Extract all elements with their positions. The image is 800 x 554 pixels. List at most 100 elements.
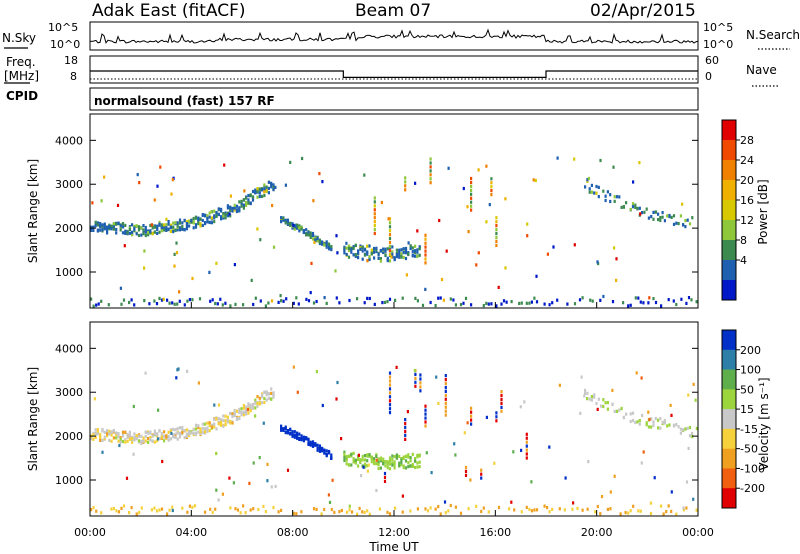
heatmap-cell xyxy=(188,432,191,436)
heatmap-cell xyxy=(101,429,104,433)
heatmap-cell xyxy=(215,488,218,492)
heatmap-cell xyxy=(388,399,392,403)
heatmap-cell xyxy=(525,505,528,509)
colorbar-tick-label: 20 xyxy=(740,174,754,187)
heatmap-cell xyxy=(691,216,694,220)
heatmap-cell xyxy=(140,226,143,230)
heatmap-cell xyxy=(144,230,147,234)
heatmap-cell xyxy=(659,218,662,223)
heatmap-cell xyxy=(363,458,367,462)
colorbar-tick-label: 24 xyxy=(740,154,754,167)
heatmap-cell xyxy=(352,245,355,249)
heatmap-cell xyxy=(418,245,421,249)
heatmap-cell xyxy=(181,426,184,430)
heatmap-cell xyxy=(650,425,653,429)
heatmap-cell xyxy=(373,459,376,463)
heatmap-cell xyxy=(206,220,209,224)
y-tick-label: 4000 xyxy=(55,134,83,147)
heatmap-cell xyxy=(480,468,483,472)
heatmap-cell xyxy=(172,230,175,234)
heatmap-cell xyxy=(495,224,498,228)
colorbar-frame xyxy=(721,119,737,301)
heatmap-cell xyxy=(142,228,145,232)
heatmap-cell xyxy=(652,423,655,427)
heatmap-cell xyxy=(454,453,457,457)
heatmap-cell xyxy=(386,462,389,466)
heatmap-cell xyxy=(94,428,97,432)
heatmap-cell xyxy=(194,216,198,220)
heatmap-cell xyxy=(368,255,371,259)
heatmap-cell xyxy=(140,439,143,443)
heatmap-cell xyxy=(130,298,133,302)
heatmap-cell xyxy=(419,377,422,381)
heatmap-cell xyxy=(282,218,285,222)
heatmap-cell xyxy=(359,247,362,251)
heatmap-cell xyxy=(206,421,209,425)
noise-search-label: N.Search xyxy=(746,28,800,42)
heatmap-cell xyxy=(366,509,369,513)
heatmap-cell xyxy=(99,228,102,232)
heatmap-cell xyxy=(151,231,154,235)
heatmap-cell xyxy=(325,240,328,244)
heatmap-cell xyxy=(370,456,373,461)
heatmap-cell xyxy=(168,508,171,512)
heatmap-cell xyxy=(265,185,268,189)
heatmap-cell xyxy=(174,428,177,432)
cpid-strip-frame xyxy=(89,87,699,111)
heatmap-cell xyxy=(158,230,161,234)
heatmap-cell xyxy=(357,453,360,457)
heatmap-cell xyxy=(419,385,422,389)
heatmap-cell xyxy=(254,296,257,300)
heatmap-cell xyxy=(206,217,209,221)
heatmap-cell xyxy=(94,435,97,439)
heatmap-cell xyxy=(606,190,609,194)
heatmap-cell xyxy=(90,228,93,232)
heatmap-cell xyxy=(258,401,261,405)
heatmap-cell xyxy=(117,435,120,439)
heatmap-cell xyxy=(388,383,392,387)
heatmap-cell xyxy=(558,507,561,511)
heatmap-cell xyxy=(155,509,159,513)
heatmap-cell xyxy=(123,244,126,248)
heatmap-cell xyxy=(160,432,163,436)
heatmap-cell xyxy=(267,392,270,396)
heatmap-cell xyxy=(373,204,376,208)
heatmap-cell xyxy=(345,462,348,466)
heatmap-cell xyxy=(463,431,466,435)
heatmap-cell xyxy=(242,406,245,410)
heatmap-cell xyxy=(594,510,597,514)
heatmap-cell xyxy=(500,409,503,413)
heatmap-cell xyxy=(156,184,159,188)
heatmap-cell xyxy=(414,372,417,376)
heatmap-cell xyxy=(662,512,665,516)
heatmap-cell xyxy=(245,407,248,411)
heatmap-cell xyxy=(647,425,650,429)
heatmap-cell xyxy=(638,422,641,426)
heatmap-cell xyxy=(660,504,663,508)
heatmap-cell xyxy=(552,245,555,249)
heatmap-cell xyxy=(444,381,447,386)
heatmap-cell xyxy=(631,418,635,423)
heatmap-cell xyxy=(525,448,528,452)
heatmap-cell xyxy=(217,213,220,217)
heatmap-cell xyxy=(289,160,292,164)
heatmap-cell xyxy=(133,435,136,440)
heatmap-cell xyxy=(488,203,491,207)
colorbar-tick-label: -200 xyxy=(740,482,765,495)
heatmap-cell xyxy=(625,412,628,416)
heatmap-cell xyxy=(261,188,264,192)
heatmap-cell xyxy=(395,255,398,259)
heatmap-cell xyxy=(573,243,576,247)
heatmap-cell xyxy=(404,418,407,422)
heatmap-cell xyxy=(185,222,188,226)
heatmap-cell xyxy=(411,463,414,467)
heatmap-cell xyxy=(133,438,136,442)
heatmap-cell xyxy=(604,401,607,405)
heatmap-cell xyxy=(327,451,331,455)
heatmap-cell xyxy=(495,304,498,308)
heatmap-cell xyxy=(181,221,184,225)
heatmap-cell xyxy=(459,303,463,307)
heatmap-cell xyxy=(167,435,170,439)
heatmap-cell xyxy=(302,230,305,235)
